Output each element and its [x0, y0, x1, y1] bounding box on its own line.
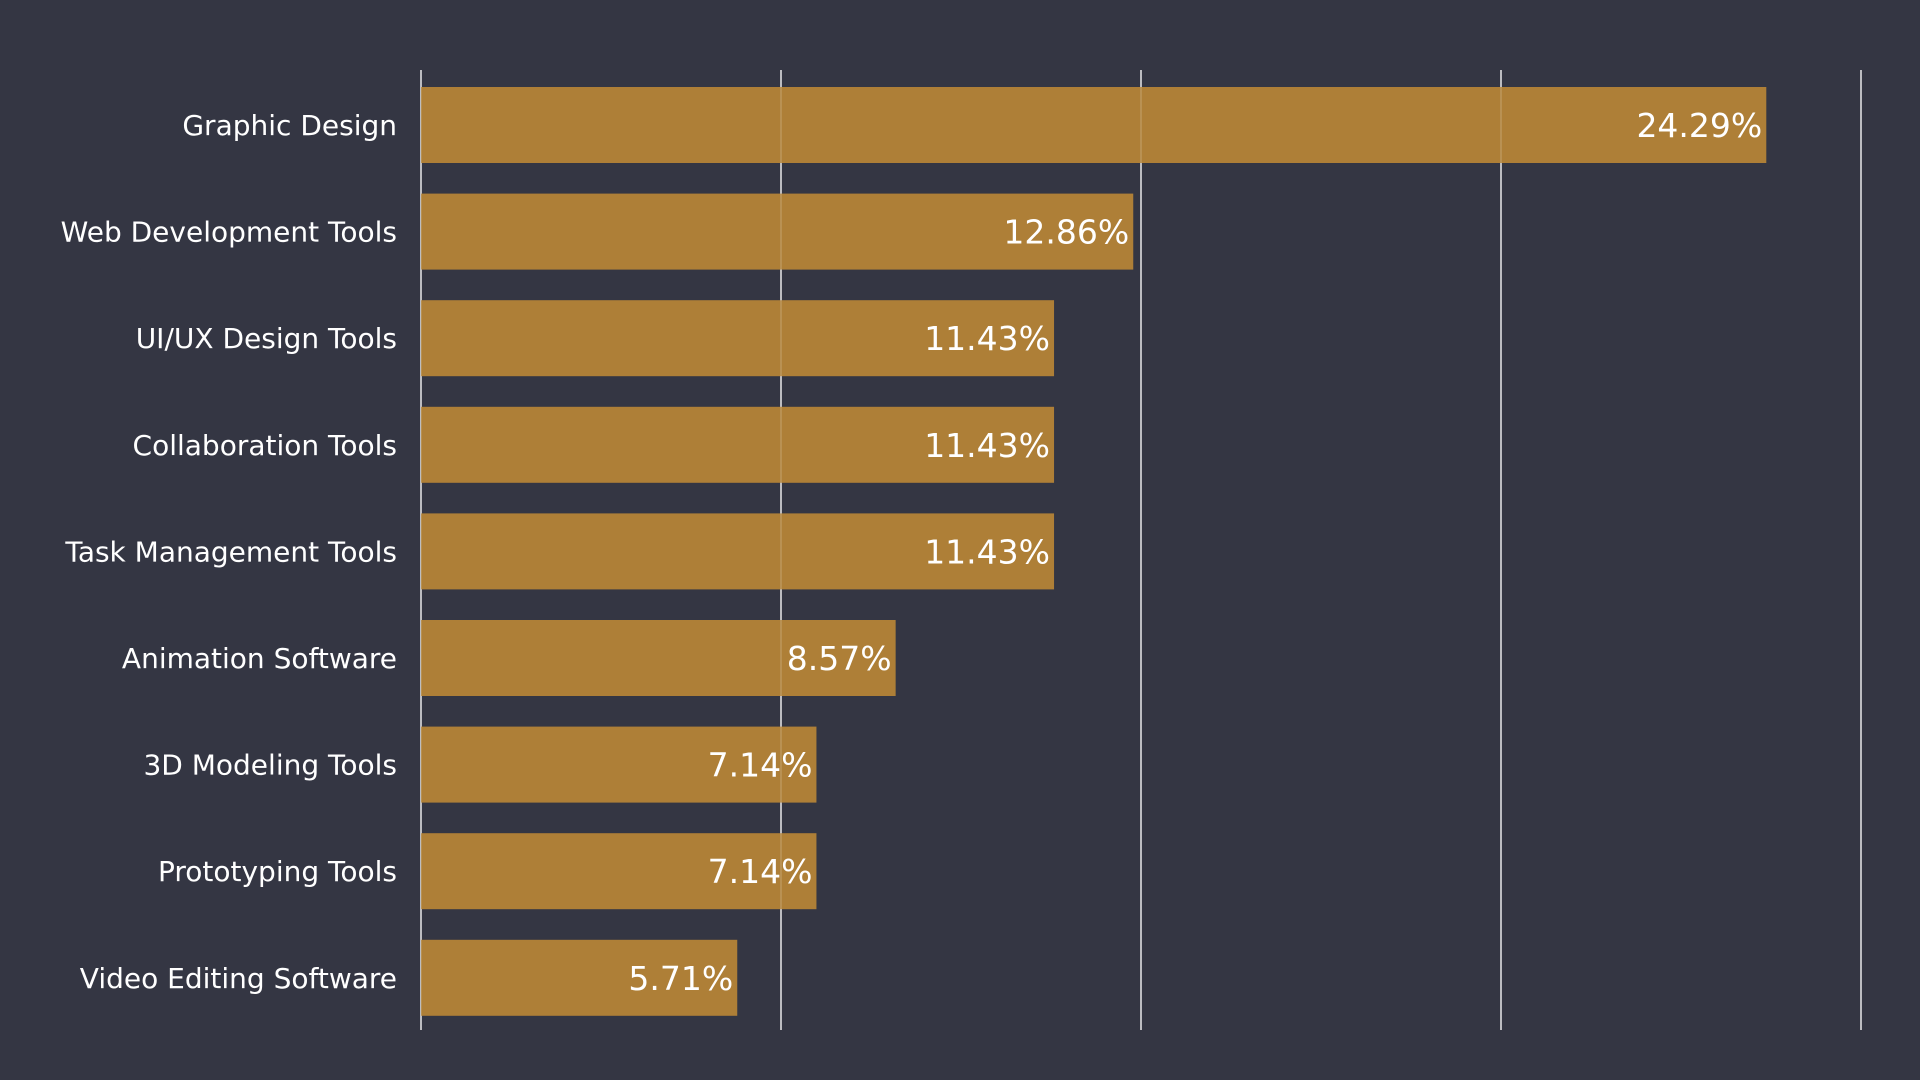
value-label: 11.43% [924, 319, 1050, 358]
category-label: Prototyping Tools [158, 855, 397, 888]
category-label: 3D Modeling Tools [143, 749, 397, 782]
category-label: Task Management Tools [64, 535, 397, 568]
category-label: Graphic Design [182, 109, 397, 142]
value-label: 8.57% [787, 639, 892, 678]
bar [421, 87, 1767, 163]
bar [421, 193, 1134, 270]
value-labels: 24.29% 12.86% 11.43% 11.43% 11.43% 8.57% 7.14%… [628, 106, 1762, 998]
bar [421, 939, 738, 1016]
bar [421, 300, 1055, 377]
bar [421, 406, 1055, 483]
value-label: 7.14% [708, 852, 813, 891]
bar [421, 620, 896, 696]
category-labels: Graphic Design Web Development Tools UI/UX… [61, 109, 397, 995]
value-label: 24.29% [1636, 106, 1762, 145]
category-label: Animation Software [122, 642, 397, 675]
value-label: 11.43% [924, 532, 1050, 571]
value-label: 11.43% [924, 426, 1050, 465]
value-label: 7.14% [708, 746, 813, 785]
category-label: UI/UX Design Tools [136, 322, 397, 355]
category-label: Web Development Tools [61, 216, 397, 249]
bar [421, 833, 817, 910]
category-label: Video Editing Software [80, 962, 397, 995]
value-label: 12.86% [1003, 213, 1129, 252]
value-label: 5.71% [628, 959, 733, 998]
bars [421, 87, 1767, 1016]
gridlines-overlay [420, 70, 1862, 1030]
bar [421, 513, 1055, 590]
bar [421, 726, 817, 803]
category-label: Collaboration Tools [133, 429, 397, 462]
